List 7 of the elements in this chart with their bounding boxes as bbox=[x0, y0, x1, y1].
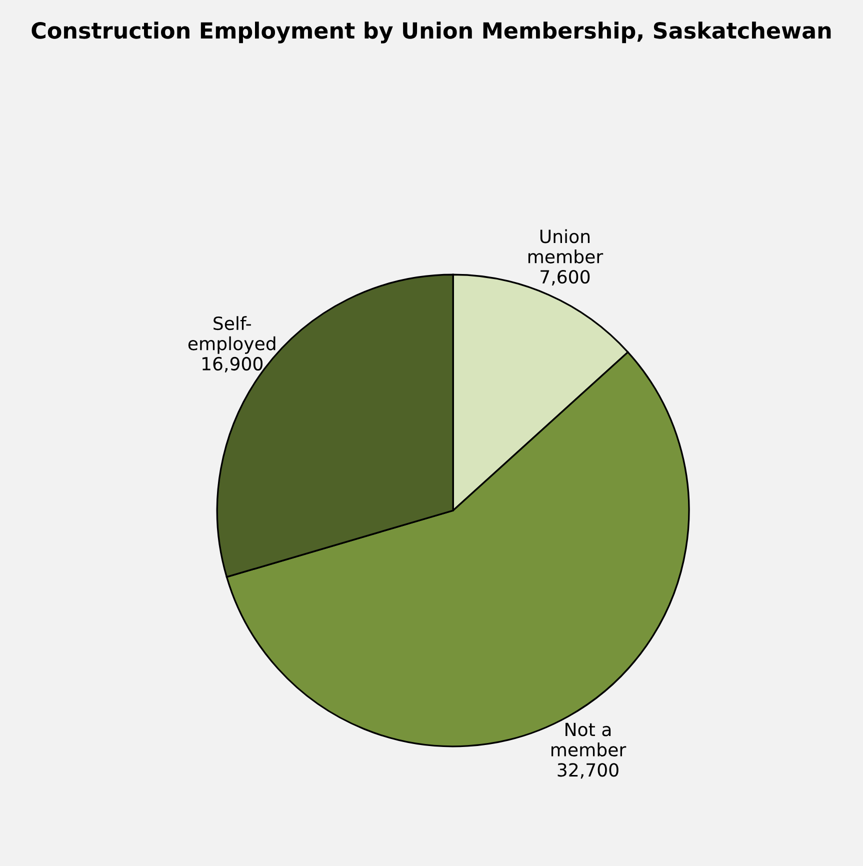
data-label: 7,600 bbox=[540, 270, 590, 286]
slice-label: Self-employed bbox=[188, 316, 276, 354]
data-label: 16,900 bbox=[202, 356, 263, 372]
chart-title: Construction Employment by Union Membership, Saskatchewan bbox=[32, 22, 831, 44]
data-label: 32,700 bbox=[558, 763, 618, 779]
slice-label: Union member bbox=[528, 229, 604, 264]
slice-label: Not a member bbox=[552, 722, 626, 757]
